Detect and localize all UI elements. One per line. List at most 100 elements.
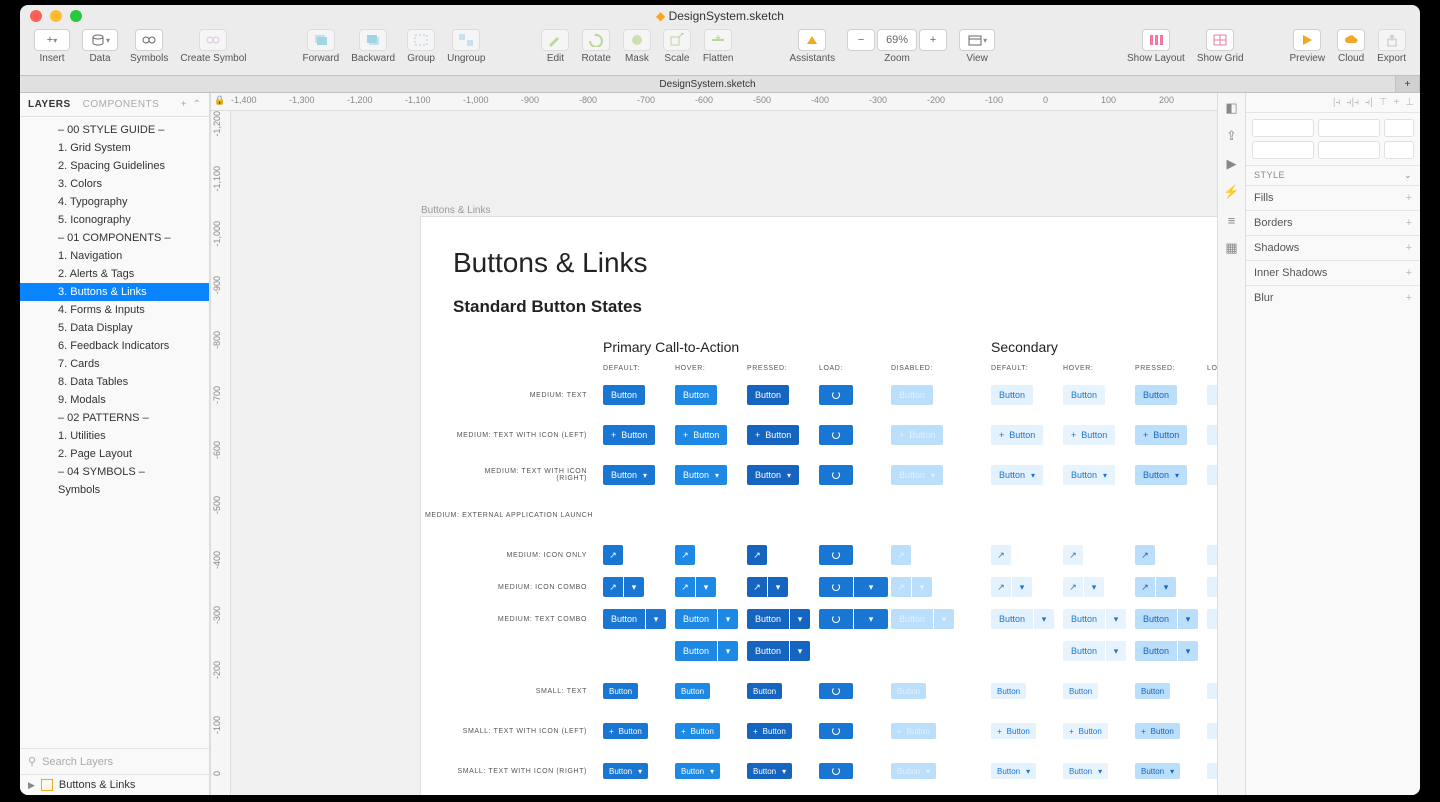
row-label: MEDIUM: TEXT WITH ICON (LEFT) bbox=[453, 432, 603, 439]
add-icon[interactable]: + bbox=[1406, 242, 1412, 254]
inspector-toggle-icon[interactable]: ◧ bbox=[1223, 99, 1241, 117]
backward-button[interactable] bbox=[359, 29, 387, 51]
layer-tree[interactable]: ▶ Buttons & Links bbox=[20, 775, 209, 795]
add-icon[interactable]: + bbox=[1406, 292, 1412, 304]
toolbar-edit: Edit bbox=[541, 29, 569, 64]
x-field[interactable] bbox=[1252, 119, 1314, 137]
artboard[interactable]: Buttons & Links Standard Button States P… bbox=[421, 217, 1217, 795]
lock-icon[interactable]: 🔒 bbox=[214, 95, 225, 106]
zoom-out-button[interactable]: − bbox=[847, 29, 875, 51]
add-tab-button[interactable]: + bbox=[1396, 76, 1420, 92]
add-icon[interactable]: + bbox=[1406, 217, 1412, 229]
symbols-button[interactable] bbox=[135, 29, 163, 51]
bolt-icon[interactable]: ⚡ bbox=[1223, 183, 1241, 201]
scale-button[interactable] bbox=[663, 29, 691, 51]
prototype-icon[interactable]: ▶ bbox=[1223, 155, 1241, 173]
flatten-button[interactable] bbox=[704, 29, 732, 51]
cell bbox=[1207, 385, 1217, 405]
inspector-section-inner-shadows[interactable]: Inner Shadows+ bbox=[1246, 260, 1420, 285]
page-item[interactable]: 7. Cards bbox=[20, 355, 209, 373]
sample-button bbox=[819, 385, 853, 405]
search-layers[interactable]: ⚲ Search Layers bbox=[20, 749, 209, 775]
add-page-icon[interactable]: + bbox=[181, 99, 187, 110]
data-button[interactable]: ▾ bbox=[82, 29, 118, 51]
sample-button: ↗ bbox=[747, 577, 767, 597]
view-button[interactable]: ▾ bbox=[959, 29, 995, 51]
create-symbol-button[interactable] bbox=[199, 29, 227, 51]
page-item[interactable]: – 00 STYLE GUIDE – bbox=[20, 121, 209, 139]
canvas[interactable]: Buttons & Links Buttons & Links Standard… bbox=[231, 111, 1217, 795]
cell: ↗▾ bbox=[1135, 577, 1207, 597]
page-item[interactable]: 1. Navigation bbox=[20, 247, 209, 265]
zoom-value[interactable]: 69% bbox=[877, 29, 917, 51]
assistants-button[interactable] bbox=[798, 29, 826, 51]
inspector-section-blur[interactable]: Blur+ bbox=[1246, 285, 1420, 310]
layers-tab[interactable]: LAYERS bbox=[28, 99, 71, 110]
page-item[interactable]: Symbols bbox=[20, 481, 209, 499]
list-icon[interactable]: ≡ bbox=[1223, 211, 1241, 229]
lock-aspect-field[interactable] bbox=[1384, 119, 1414, 137]
y-field[interactable] bbox=[1318, 119, 1380, 137]
show-grid-button[interactable] bbox=[1206, 29, 1234, 51]
inspector-section-shadows[interactable]: Shadows+ bbox=[1246, 235, 1420, 260]
disclosure-triangle-icon[interactable]: ▶ bbox=[28, 780, 35, 791]
page-item[interactable]: 4. Typography bbox=[20, 193, 209, 211]
vertical-ruler: -1,200-1,100-1,000-900-800-700-600-500-4… bbox=[211, 111, 231, 795]
page-item[interactable]: 2. Alerts & Tags bbox=[20, 265, 209, 283]
collapse-icon[interactable]: ⌃ bbox=[193, 99, 201, 110]
flip-field[interactable] bbox=[1384, 141, 1414, 159]
page-item[interactable]: 8. Data Tables bbox=[20, 373, 209, 391]
page-item[interactable]: 3. Buttons & Links bbox=[20, 283, 209, 301]
page-item[interactable]: 1. Grid System bbox=[20, 139, 209, 157]
grid-view-icon[interactable]: ▦ bbox=[1223, 239, 1241, 257]
page-item[interactable]: 5. Data Display bbox=[20, 319, 209, 337]
align-middle-icon[interactable]: + bbox=[1393, 97, 1399, 108]
page-item[interactable]: 6. Feedback Indicators bbox=[20, 337, 209, 355]
page-item[interactable]: 9. Modals bbox=[20, 391, 209, 409]
group-button[interactable] bbox=[407, 29, 435, 51]
align-left-icon[interactable]: |⫞ bbox=[1333, 97, 1341, 108]
zoom-in-button[interactable]: + bbox=[919, 29, 947, 51]
add-icon[interactable]: + bbox=[1406, 192, 1412, 204]
components-tab[interactable]: COMPONENTS bbox=[83, 99, 160, 110]
w-field[interactable] bbox=[1252, 141, 1314, 159]
artboard-label[interactable]: Buttons & Links bbox=[421, 205, 490, 216]
page-item[interactable]: 2. Spacing Guidelines bbox=[20, 157, 209, 175]
preview-button[interactable] bbox=[1293, 29, 1321, 51]
align-bottom-icon[interactable]: ⊥ bbox=[1405, 97, 1414, 108]
inspector-section-fills[interactable]: Fills+ bbox=[1246, 185, 1420, 210]
page-item[interactable]: 4. Forms & Inputs bbox=[20, 301, 209, 319]
page-item[interactable]: 5. Iconography bbox=[20, 211, 209, 229]
page-item[interactable]: – 04 SYMBOLS – bbox=[20, 463, 209, 481]
toolbar-rotate: Rotate bbox=[581, 29, 610, 64]
page-item[interactable]: 2. Page Layout bbox=[20, 445, 209, 463]
share-icon[interactable]: ⇪ bbox=[1223, 127, 1241, 145]
page-item[interactable]: – 01 COMPONENTS – bbox=[20, 229, 209, 247]
align-right-icon[interactable]: ⫞| bbox=[1365, 97, 1373, 108]
rotate-button[interactable] bbox=[582, 29, 610, 51]
forward-button[interactable] bbox=[307, 29, 335, 51]
mask-button[interactable] bbox=[623, 29, 651, 51]
sample-button: Button bbox=[991, 385, 1033, 405]
button-row: MEDIUM: TEXTButtonButtonButtonButtonButt… bbox=[453, 384, 1217, 406]
show-layout-button[interactable] bbox=[1142, 29, 1170, 51]
page-item[interactable]: 1. Utilities bbox=[20, 427, 209, 445]
insert-button[interactable]: + ▾ bbox=[34, 29, 70, 51]
cell: Button bbox=[747, 683, 819, 699]
ruler-tick: -1,100 bbox=[405, 95, 431, 105]
chevron-down-icon[interactable]: ⌄ bbox=[1404, 170, 1412, 181]
inspector-section-borders[interactable]: Borders+ bbox=[1246, 210, 1420, 235]
ungroup-button[interactable] bbox=[452, 29, 480, 51]
cell: Button bbox=[1135, 723, 1207, 739]
edit-button[interactable] bbox=[541, 29, 569, 51]
document-tab[interactable]: DesignSystem.sketch bbox=[20, 76, 1396, 92]
add-icon[interactable]: + bbox=[1406, 267, 1412, 279]
export-button[interactable] bbox=[1378, 29, 1406, 51]
page-item[interactable]: – 02 PATTERNS – bbox=[20, 409, 209, 427]
align-center-icon[interactable]: ⫞|⫞ bbox=[1347, 97, 1360, 108]
align-top-icon[interactable]: ⊤ bbox=[1379, 97, 1388, 108]
sample-button: ▾ bbox=[1106, 609, 1126, 629]
cloud-button[interactable] bbox=[1337, 29, 1365, 51]
page-item[interactable]: 3. Colors bbox=[20, 175, 209, 193]
h-field[interactable] bbox=[1318, 141, 1380, 159]
